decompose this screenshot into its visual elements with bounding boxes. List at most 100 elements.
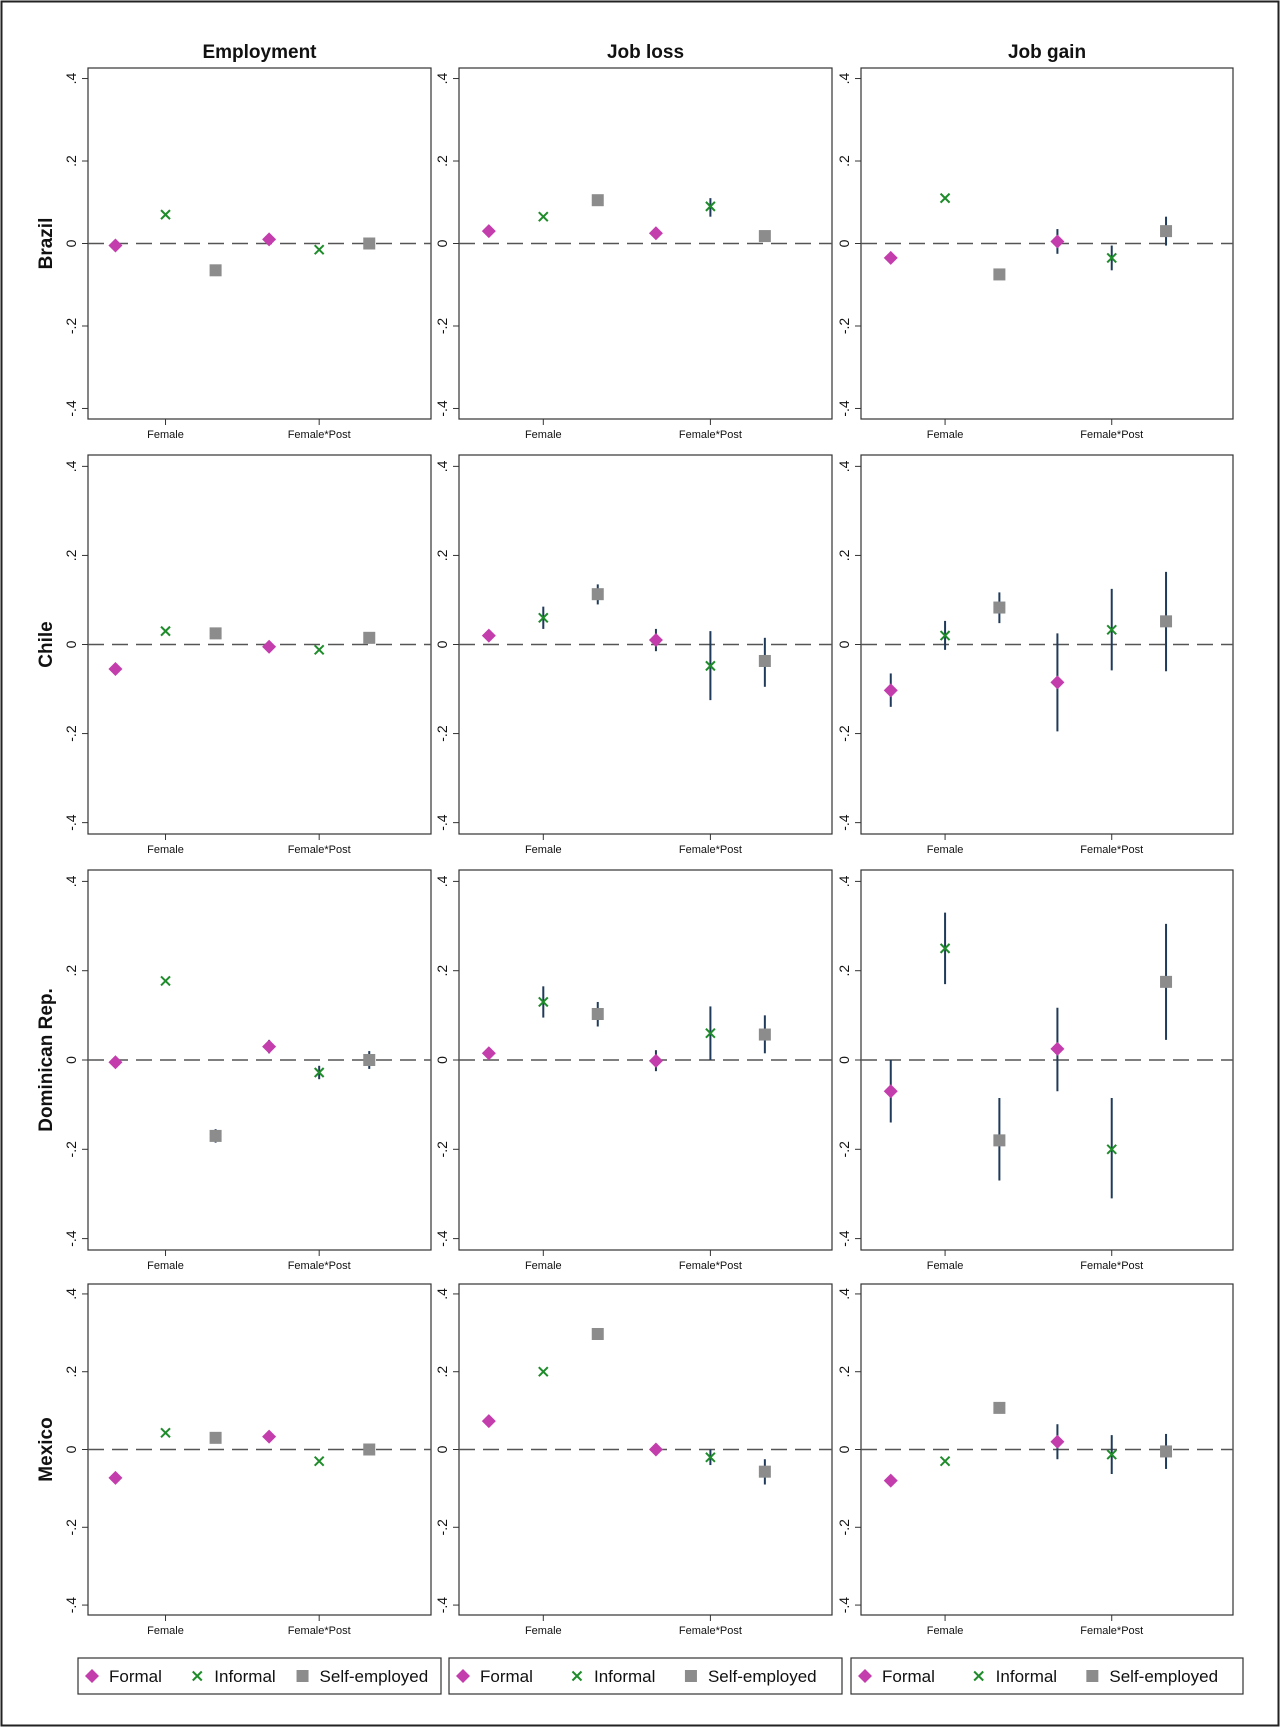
y-tick-label: .4 xyxy=(434,1288,450,1300)
legend-box xyxy=(77,1657,442,1695)
point-informal xyxy=(705,1028,716,1039)
y-tick-label: 0 xyxy=(434,640,450,648)
panel-dominican-rep-job-loss: .4 .2 0 -.2 -.4 Female Female*Post xyxy=(434,869,833,1272)
y-tick-label: .2 xyxy=(434,549,450,561)
point-formal xyxy=(648,226,663,241)
column-title-job-gain: Job gain xyxy=(1008,42,1086,63)
legend-marker-self-employed xyxy=(684,1670,697,1682)
y-tick-label: -.4 xyxy=(434,400,450,417)
point-formal xyxy=(883,683,898,698)
row-title-dominican-rep: Dominican Rep. xyxy=(36,988,57,1132)
y-tick-label: -.4 xyxy=(836,1230,852,1247)
point-self-employed xyxy=(758,1465,771,1478)
y-tick-label: .2 xyxy=(836,549,852,561)
point-formal xyxy=(883,1084,898,1099)
y-tick-label: 0 xyxy=(434,1445,450,1453)
y-tick-label: -.2 xyxy=(836,318,852,335)
point-self-employed xyxy=(209,627,222,640)
row-title-mexico: Mexico xyxy=(36,1417,57,1481)
point-informal xyxy=(1106,1144,1117,1155)
point-informal xyxy=(939,630,951,641)
y-tick-label: -.4 xyxy=(836,814,852,831)
y-tick-label: 0 xyxy=(836,239,852,247)
y-tick-label: -.2 xyxy=(434,1141,450,1158)
legend-marker-self-employed xyxy=(296,1670,309,1682)
legend-marker-formal xyxy=(456,1669,470,1683)
y-tick-label: -.2 xyxy=(63,1519,79,1536)
y-tick-label: .4 xyxy=(836,1288,852,1300)
y-tick-label: -.2 xyxy=(434,1519,450,1536)
point-formal xyxy=(883,250,898,265)
legend-label-formal: Formal xyxy=(109,1667,162,1686)
point-formal xyxy=(1050,1434,1065,1449)
y-tick-label: .4 xyxy=(836,875,852,887)
legend-label-informal: Informal xyxy=(214,1667,275,1686)
y-tick-label: 0 xyxy=(434,239,450,247)
y-tick-label: .4 xyxy=(63,72,79,84)
legend-label-informal: Informal xyxy=(996,1667,1057,1686)
point-formal xyxy=(481,1414,496,1429)
x-tick-label-female: Female xyxy=(147,1625,184,1637)
y-tick-label: -.2 xyxy=(836,1141,852,1158)
point-formal xyxy=(481,628,496,643)
legend-marker-informal xyxy=(571,1670,583,1682)
y-tick-label: -.4 xyxy=(836,1597,852,1614)
x-tick-label-female: Female xyxy=(927,844,964,856)
x-tick-label-female-post: Female*Post xyxy=(288,1260,351,1272)
x-tick-label-female-post: Female*Post xyxy=(288,1625,351,1637)
legend-box xyxy=(448,1657,843,1695)
panel-mexico-job-loss: .4 .2 0 -.2 -.4 Female Female*Post xyxy=(434,1283,833,1637)
y-tick-label: .4 xyxy=(63,875,79,887)
point-informal xyxy=(1106,1449,1117,1460)
point-self-employed xyxy=(209,264,222,277)
x-tick-label-female-post: Female*Post xyxy=(679,429,742,441)
point-formal xyxy=(262,232,277,247)
point-informal xyxy=(1106,252,1117,264)
point-formal xyxy=(648,1053,663,1068)
legend-job-gain: Formal Informal Self-employed xyxy=(850,1657,1244,1695)
x-tick-label-female-post: Female*Post xyxy=(1080,429,1143,441)
point-informal xyxy=(160,1427,171,1438)
y-tick-label: .2 xyxy=(836,155,852,167)
row-title-chile: Chile xyxy=(36,621,57,667)
panel-mexico-employment: .4 .2 0 -.2 -.4 Female Female*Post xyxy=(63,1283,432,1637)
panel-chile-job-gain: .4 .2 0 -.2 -.4 Female Female*Post xyxy=(836,454,1234,856)
y-tick-label: .2 xyxy=(63,155,79,167)
point-formal xyxy=(648,633,663,648)
y-tick-label: -.4 xyxy=(434,1597,450,1614)
legend-label-formal: Formal xyxy=(882,1667,935,1686)
y-tick-label: 0 xyxy=(836,1445,852,1453)
point-self-employed xyxy=(758,230,771,243)
panel-dominican-rep-employment: .4 .2 0 -.2 -.4 Female Female*Post xyxy=(63,869,432,1272)
x-tick-label-female: Female xyxy=(927,1260,964,1272)
x-tick-label-female-post: Female*Post xyxy=(679,844,742,856)
point-self-employed xyxy=(1160,225,1173,238)
point-self-employed xyxy=(591,588,604,601)
point-self-employed xyxy=(993,1134,1006,1147)
legend-box xyxy=(850,1657,1244,1695)
panel-chile-job-loss: .4 .2 0 -.2 -.4 Female Female*Post xyxy=(434,454,833,856)
y-tick-label: .4 xyxy=(434,72,450,84)
legend-label-formal: Formal xyxy=(480,1667,533,1686)
y-tick-label: -.4 xyxy=(63,400,79,417)
legend-label-self-employed: Self-employed xyxy=(1109,1667,1218,1686)
y-tick-label: .2 xyxy=(63,1366,79,1378)
point-informal xyxy=(313,1067,325,1078)
y-tick-label: -.4 xyxy=(434,1230,450,1247)
point-informal xyxy=(160,625,171,637)
point-formal xyxy=(883,1473,898,1488)
point-self-employed xyxy=(591,194,604,207)
point-informal xyxy=(538,1366,549,1377)
point-self-employed xyxy=(993,268,1006,281)
x-tick-label-female: Female xyxy=(525,1260,562,1272)
y-tick-label: 0 xyxy=(836,1056,852,1064)
y-tick-label: -.2 xyxy=(63,725,79,742)
point-informal xyxy=(538,612,549,623)
column-title-employment: Employment xyxy=(202,42,317,63)
panel-mexico-job-gain: .4 .2 0 -.2 -.4 Female Female*Post xyxy=(836,1283,1234,1637)
legend-label-self-employed: Self-employed xyxy=(320,1667,429,1686)
y-tick-label: -.2 xyxy=(836,725,852,742)
y-tick-label: .4 xyxy=(63,460,79,472)
